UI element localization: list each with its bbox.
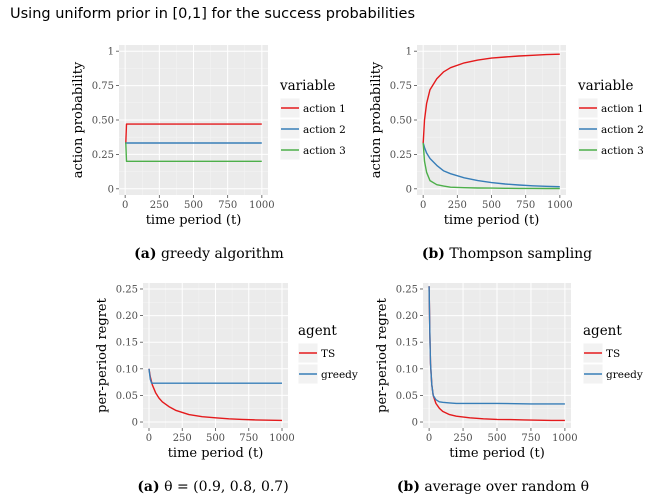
x-axis-title: time period (t) (449, 446, 545, 461)
x-tick-label: 0 (420, 200, 426, 211)
caption-tag: (a) (134, 246, 156, 262)
x-tick-label: 500 (487, 433, 506, 444)
legend-title: variable (279, 78, 335, 94)
x-tick-label: 0 (146, 433, 152, 444)
caption-tag: (a) (137, 479, 159, 495)
page-title: Using uniform prior in [0,1] for the suc… (10, 6, 416, 22)
legend-title: agent (298, 323, 337, 339)
y-tick-label: 0.05 (116, 391, 138, 402)
legend-title: variable (577, 78, 633, 94)
legend: agent TS greedy (297, 323, 358, 385)
series-line-greedy (428, 286, 565, 405)
y-axis-title: per-period regret (375, 297, 390, 412)
x-tick-label: 1000 (249, 200, 274, 211)
y-tick-label: 1 (406, 47, 412, 58)
legend-label: TS (606, 348, 620, 360)
y-axis-title: action probability (369, 61, 384, 178)
x-tick-label: 0 (426, 433, 432, 444)
chart-1: 0 250 500 750 1000 0 0.25 0.50 0.75 1 time period … (71, 45, 346, 262)
y-tick-label: 0.15 (116, 338, 138, 349)
chart-caption: (b) average over random θ (397, 479, 589, 495)
x-axis-title: time period (t) (168, 446, 264, 461)
legend-label: action 2 (303, 124, 346, 136)
y-tick-label: 0.25 (390, 150, 412, 161)
legend-label: action 3 (303, 145, 346, 157)
y-tick-label: 1 (108, 47, 114, 58)
x-axis-title: time period (t) (444, 213, 540, 228)
series-line-action-3 (422, 142, 560, 190)
legend-label: action 1 (303, 103, 346, 115)
chart-caption: (a) θ = (0.9, 0.8, 0.7) (137, 479, 288, 495)
y-tick-label: 0.05 (396, 391, 418, 402)
y-tick-label: 0.75 (390, 81, 412, 92)
x-tick-label: 500 (184, 200, 203, 211)
legend-label: action 3 (601, 145, 644, 157)
y-tick-label: 0.20 (116, 311, 138, 322)
legend: variable action 1 action 2 action 3 (279, 78, 346, 161)
x-tick-label: 500 (482, 200, 501, 211)
chart-caption: (a) greedy algorithm (134, 246, 284, 262)
y-tick-label: 0 (108, 184, 114, 195)
y-tick-label: 0.25 (116, 284, 138, 295)
legend: agent TS greedy (582, 323, 643, 385)
legend-label: greedy (606, 369, 643, 381)
y-tick-label: 0.10 (116, 364, 138, 375)
x-tick-label: 0 (122, 200, 128, 211)
x-tick-label: 1000 (552, 433, 577, 444)
y-tick-label: 0.50 (390, 116, 412, 127)
legend-label: TS (321, 348, 335, 360)
series-line-action-3 (125, 142, 262, 163)
legend-label: greedy (321, 369, 358, 381)
legend-label: action 1 (601, 103, 644, 115)
x-tick-label: 250 (150, 200, 169, 211)
legend-title: agent (583, 323, 622, 339)
x-tick-label: 750 (239, 433, 258, 444)
x-tick-label: 750 (218, 200, 237, 211)
x-tick-label: 250 (173, 433, 192, 444)
y-tick-label: 0.25 (396, 284, 418, 295)
legend-label: action 2 (601, 124, 644, 136)
legend: variable action 1 action 2 action 3 (577, 78, 644, 161)
x-tick-label: 750 (521, 433, 540, 444)
y-tick-label: 0.75 (92, 81, 114, 92)
x-tick-label: 750 (516, 200, 535, 211)
chart-caption: (b) Thompson sampling (422, 246, 592, 262)
series-line-greedy (148, 368, 282, 384)
y-tick-label: 0 (132, 418, 138, 429)
y-tick-label: 0 (406, 184, 412, 195)
caption-text: greedy algorithm (157, 246, 284, 262)
y-axis-title: action probability (71, 61, 86, 178)
series-line-action-1 (422, 53, 560, 144)
y-tick-label: 0.20 (396, 311, 418, 322)
chart-4: 0 250 500 750 1000 0 0.05 0.10 0.15 0.20 0.25 time … (375, 283, 643, 495)
y-tick-label: 0.10 (396, 364, 418, 375)
x-tick-label: 250 (448, 200, 467, 211)
y-tick-label: 0.15 (396, 338, 418, 349)
x-axis-title: time period (t) (146, 213, 242, 228)
y-tick-label: 0.25 (92, 150, 114, 161)
series-line-TS (148, 368, 283, 422)
caption-tag: (b) (397, 479, 420, 495)
caption-text: Thompson sampling (445, 246, 592, 262)
y-tick-label: 0.50 (92, 116, 114, 127)
x-tick-label: 250 (454, 433, 473, 444)
caption-text: average over random θ (420, 479, 589, 495)
x-tick-label: 1000 (547, 200, 572, 211)
caption-tag: (b) (422, 246, 445, 262)
series-line-action-2 (422, 142, 560, 188)
x-tick-label: 1000 (269, 433, 294, 444)
chart-2: 0 250 500 750 1000 0 0.25 0.50 0.75 1 time period … (369, 45, 644, 262)
caption-text: θ = (0.9, 0.8, 0.7) (160, 479, 289, 495)
x-tick-label: 500 (206, 433, 225, 444)
y-axis-title: per-period regret (95, 297, 110, 412)
y-tick-label: 0 (412, 418, 418, 429)
chart-3: 0 250 500 750 1000 0 0.05 0.10 0.15 0.20 0.25 time … (95, 283, 358, 495)
